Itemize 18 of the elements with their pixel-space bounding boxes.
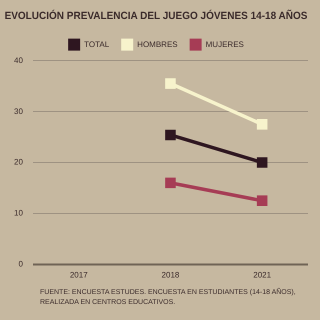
x-tick-label: 2018 — [162, 270, 180, 280]
point — [165, 130, 176, 140]
legend-label: HOMBRES — [137, 40, 178, 49]
x-tick-label: 2017 — [70, 270, 88, 280]
legend-label: TOTAL — [84, 40, 110, 49]
point — [256, 119, 268, 130]
y-tick-label: 20 — [14, 158, 24, 167]
x-tick-label: 2021 — [253, 270, 272, 280]
y-tick-label: 10 — [14, 208, 24, 218]
point — [165, 78, 176, 89]
point — [165, 178, 176, 188]
point — [256, 195, 268, 206]
y-tick-label: 0 — [18, 260, 24, 269]
point — [256, 157, 268, 168]
y-tick-label: 40 — [14, 56, 24, 65]
chart-title: EVOLUCIÓN PREVALENCIA DEL JUEGO JÓVENES 14-18 AÑOS — [4, 8, 308, 22]
legend-label: MUJERES — [206, 40, 244, 49]
y-tick-label: 30 — [14, 106, 24, 116]
